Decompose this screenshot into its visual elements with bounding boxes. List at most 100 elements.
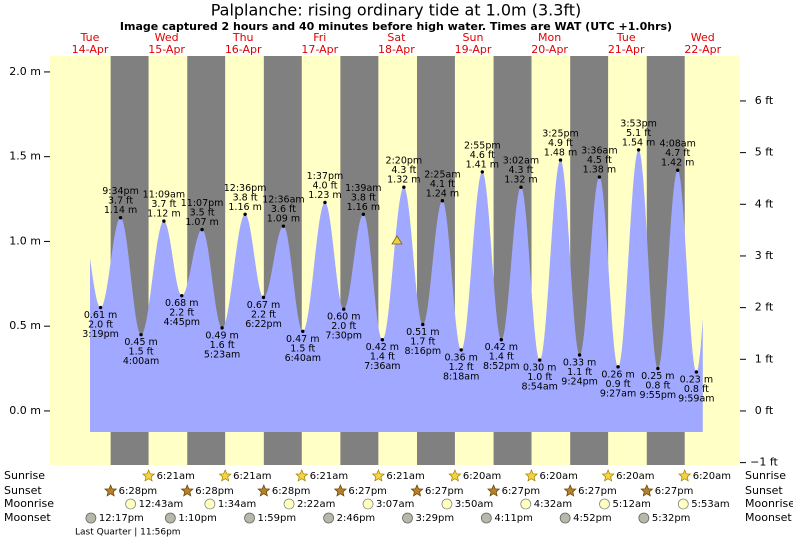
- day-date: 18-Apr: [378, 43, 415, 56]
- y-tick-label: 1.0 m: [9, 234, 41, 247]
- tide-height-ft: 3.5 ft: [190, 208, 215, 219]
- tide-time: 8:54am: [521, 382, 557, 393]
- tide-height-m: 1.42 m: [661, 158, 694, 169]
- sunset-icon: [563, 484, 577, 497]
- tide-height-ft: 2.2 ft: [169, 308, 194, 319]
- row-label: Moonset: [745, 511, 792, 524]
- tide-height-ft: 3.6 ft: [271, 204, 296, 215]
- tide-height-ft: 1.2 ft: [449, 362, 474, 373]
- sunrise-icon: [142, 469, 156, 482]
- event-time: 3:29pm: [416, 513, 455, 524]
- event-time: 6:27pm: [502, 486, 541, 497]
- tide-height-m: 1.54 m: [622, 137, 655, 148]
- y-tick-label: 0.5 m: [9, 319, 41, 332]
- tide-point: [342, 307, 346, 311]
- sunrise-icon: [371, 469, 385, 482]
- tide-height-ft: 4.9 ft: [548, 138, 573, 149]
- tide-height-ft: 2.2 ft: [251, 309, 276, 320]
- tide-point: [656, 366, 660, 371]
- tide-height-m: 1.23 m: [308, 190, 341, 201]
- sunset-icon: [640, 484, 654, 497]
- sunset-icon: [410, 484, 424, 497]
- tide-time: 9:34pm: [102, 186, 139, 197]
- moonset-icon: [244, 512, 255, 524]
- tide-height-ft: 4.7 ft: [665, 148, 690, 159]
- day-date: 22-Apr: [684, 43, 721, 56]
- tide-point: [675, 168, 680, 172]
- tide-point: [180, 293, 184, 298]
- tide-height-m: 0.68 m: [165, 298, 198, 309]
- day-date: 20-Apr: [531, 43, 568, 56]
- row-label: Sunset: [4, 484, 42, 497]
- tide-height-m: 0.61 m: [84, 310, 117, 321]
- y2-tick-label: 2 ft: [755, 301, 774, 314]
- tide-time: 9:55pm: [640, 390, 677, 401]
- tide-height-m: 0.42 m: [485, 342, 518, 353]
- tide-height-ft: 1.5 ft: [129, 347, 154, 358]
- tide-time: 2:55pm: [464, 140, 501, 151]
- tide-height-m: 0.67 m: [247, 300, 280, 311]
- event-time: 6:27pm: [578, 486, 617, 497]
- sunrise-icon: [678, 469, 692, 482]
- tide-height-m: 1.16 m: [228, 202, 261, 213]
- row-label: Sunrise: [4, 469, 45, 482]
- sunrise-icon: [295, 469, 309, 482]
- event-time: 6:21am: [386, 471, 424, 482]
- tide-height-m: 0.60 m: [327, 312, 360, 323]
- tide-time: 9:24pm: [561, 376, 598, 387]
- day-weekday: Fri: [313, 31, 326, 44]
- event-time: 4:52pm: [573, 513, 612, 524]
- tide-height-m: 0.23 m: [680, 374, 713, 385]
- tide-height-m: 0.47 m: [286, 334, 319, 345]
- y2-tick-label: −1 ft: [750, 456, 778, 469]
- tide-height-m: 1.12 m: [147, 209, 180, 220]
- chart-title: Palplanche: rising ordinary tide at 1.0m…: [211, 1, 582, 20]
- tide-time: 3:53pm: [620, 118, 657, 129]
- tide-point: [281, 224, 286, 228]
- sunrise-icon: [601, 469, 615, 482]
- event-time: 5:12am: [612, 499, 650, 510]
- event-time: 6:20am: [616, 471, 654, 482]
- tide-height-ft: 1.6 ft: [210, 340, 235, 351]
- day-weekday: Tue: [80, 31, 100, 44]
- event-time: 3:07am: [376, 499, 414, 510]
- tide-point: [577, 353, 582, 357]
- day-date: 17-Apr: [301, 43, 338, 56]
- event-time: 6:27pm: [425, 486, 464, 497]
- sunrise-icon: [524, 469, 539, 482]
- tide-height-m: 1.16 m: [347, 202, 380, 213]
- day-weekday: Sat: [387, 31, 406, 44]
- event-time: 1:10pm: [178, 513, 217, 524]
- event-time: 6:21am: [310, 471, 348, 482]
- tide-time: 12:36pm: [224, 183, 267, 194]
- tide-point: [499, 338, 503, 342]
- tide-height-m: 0.26 m: [601, 369, 634, 380]
- tide-time: 8:52pm: [483, 361, 520, 372]
- tide-height-ft: 4.3 ft: [508, 165, 533, 176]
- tide-height-ft: 4.5 ft: [587, 155, 612, 166]
- tide-height-ft: 0.9 ft: [606, 379, 631, 390]
- moonset-icon: [480, 512, 492, 524]
- tide-time: 6:22pm: [245, 319, 282, 330]
- moonrise-icon: [204, 498, 216, 510]
- tide-point: [261, 295, 266, 300]
- tide-point: [421, 322, 425, 327]
- moon-phase: Last Quarter | 11:56pm: [75, 528, 181, 538]
- event-time: 6:28pm: [195, 486, 234, 497]
- event-time: 6:20am: [540, 471, 578, 482]
- tide-height-m: 1.14 m: [104, 205, 137, 216]
- event-time: 6:28pm: [119, 486, 158, 497]
- moonrise-icon: [677, 498, 689, 510]
- sunset-icon: [180, 484, 194, 497]
- day-date: 16-Apr: [225, 43, 262, 56]
- moonrise-icon: [520, 498, 532, 510]
- tide-height-m: 0.25 m: [641, 371, 674, 382]
- tide-time: 7:30pm: [325, 331, 362, 342]
- event-time: 12:43am: [139, 499, 184, 510]
- tide-height-ft: 3.8 ft: [351, 192, 376, 203]
- tide-height-ft: 1.1 ft: [567, 367, 592, 378]
- event-time: 12:17pm: [99, 513, 144, 524]
- row-label: Moonrise: [4, 497, 54, 510]
- tide-height-ft: 0.8 ft: [645, 381, 670, 392]
- tide-point: [162, 219, 166, 223]
